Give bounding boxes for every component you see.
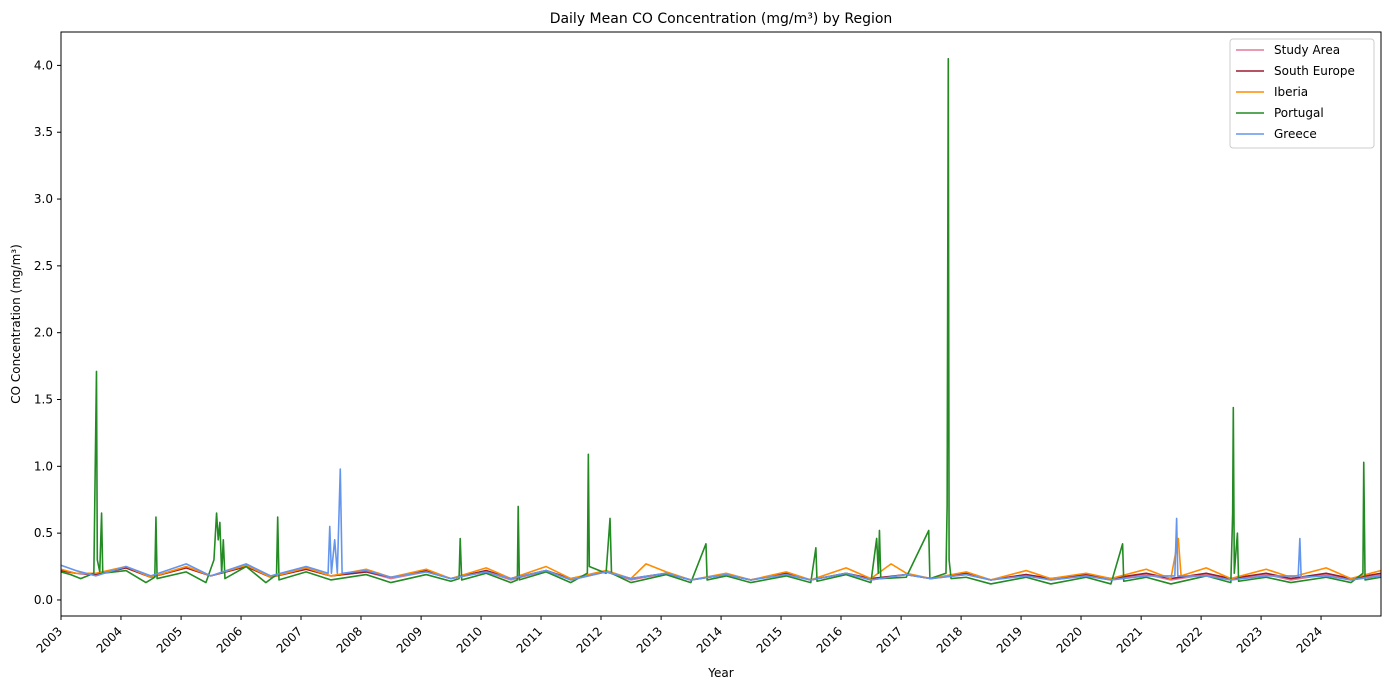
legend-label-portugal: Portugal bbox=[1274, 106, 1324, 120]
y-tick-label-1: 0.5 bbox=[34, 526, 53, 540]
legend-label-greece: Greece bbox=[1274, 127, 1317, 141]
y-tick-label-7: 3.5 bbox=[34, 125, 53, 139]
y-tick-label-2: 1.0 bbox=[34, 459, 53, 473]
legend: Study Area South Europe Iberia Portugal Gree… bbox=[1229, 38, 1375, 149]
y-tick-label-4: 2.0 bbox=[34, 326, 53, 340]
legend-label-study-area: Study Area bbox=[1274, 43, 1340, 57]
series-line-portugal bbox=[61, 57, 1381, 585]
y-axis: 0.0 0.5 1.0 1.5 2.0 2.5 3.0 3.5 4.0 bbox=[34, 58, 61, 607]
y-tick-label-8: 4.0 bbox=[34, 58, 53, 72]
y-axis-title: CO Concentration (mg/m³) bbox=[9, 244, 23, 404]
chart-title: Daily Mean CO Concentration (mg/m³) by R… bbox=[550, 11, 893, 27]
legend-frame bbox=[1229, 38, 1375, 149]
series-line-greece bbox=[61, 468, 1381, 581]
x-axis-title: Year bbox=[707, 666, 733, 680]
legend-label-south-europe: South Europe bbox=[1274, 64, 1355, 78]
y-tick-label-5: 2.5 bbox=[34, 259, 53, 273]
series-layer bbox=[61, 57, 1381, 585]
y-tick-label-0: 0.0 bbox=[34, 593, 53, 607]
y-tick-label-6: 3.0 bbox=[34, 192, 53, 206]
legend-label-iberia: Iberia bbox=[1274, 85, 1308, 99]
y-tick-label-3: 1.5 bbox=[34, 393, 53, 407]
